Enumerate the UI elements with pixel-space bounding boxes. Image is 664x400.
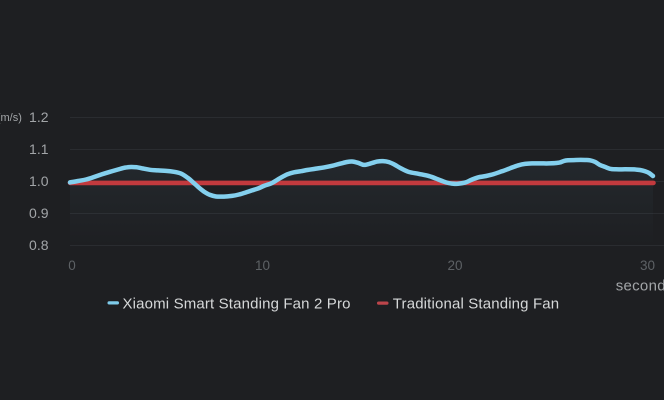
- svg-text:1.1: 1.1: [29, 141, 49, 157]
- svg-text:10: 10: [255, 258, 270, 273]
- svg-text:Traditional Standing Fan: Traditional Standing Fan: [393, 296, 559, 313]
- svg-text:20: 20: [447, 258, 462, 273]
- svg-text:0.8: 0.8: [29, 237, 49, 253]
- svg-text:1.2: 1.2: [29, 109, 49, 125]
- svg-text:Xiaomi Smart Standing Fan 2 Pr: Xiaomi Smart Standing Fan 2 Pro: [123, 296, 351, 313]
- svg-text:1.0: 1.0: [29, 173, 49, 189]
- svg-text:30: 30: [640, 258, 655, 273]
- svg-text:0.9: 0.9: [29, 205, 49, 221]
- svg-text:second: second: [616, 277, 664, 294]
- svg-text:0: 0: [68, 258, 76, 273]
- svg-text:(m/s): (m/s): [0, 112, 22, 124]
